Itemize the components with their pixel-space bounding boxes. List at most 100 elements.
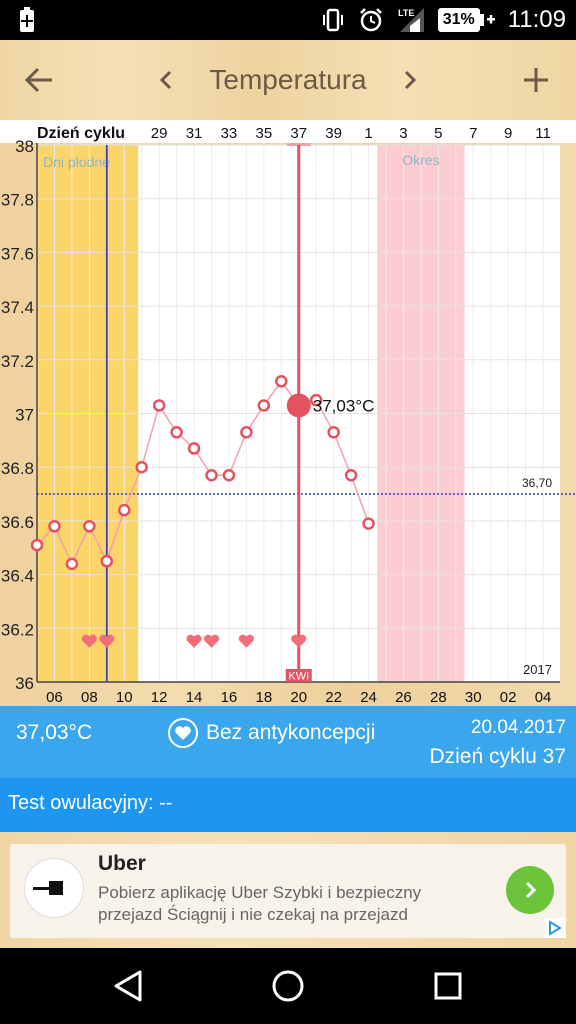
page-title: Temperatura: [209, 64, 367, 95]
fertile-window-label: Dni płodne: [43, 154, 110, 170]
temperature-point: [65, 557, 79, 571]
temperature-point: [170, 426, 183, 439]
nav-home-icon: [272, 970, 304, 1002]
period-label: Okres: [402, 152, 439, 168]
cycle-tick-label: 29: [151, 125, 168, 142]
temperature-chart[interactable]: 36 36.2 36.4 36.6 36.8 37 37.2 37.4 37.6 37.8 38 Dn…: [0, 120, 576, 706]
ad-area: Uber Pobierz aplikację Uber Szybki i bez…: [0, 832, 576, 948]
temperature-point: [100, 554, 114, 568]
y-tick-label: 37.6: [1, 244, 34, 263]
x-tick-label: 20: [290, 689, 307, 706]
contraception-status[interactable]: Bez antykoncepcji: [168, 716, 375, 750]
temperature-point: [187, 442, 201, 455]
temperature-chart-svg[interactable]: 3636.236.436.636.83737.237.437.637.838Dn…: [0, 120, 576, 706]
nav-home-button[interactable]: [248, 948, 328, 1024]
temperature-point: [205, 469, 218, 482]
cycle-tick-label: 9: [504, 125, 512, 142]
network-label: LTE: [398, 8, 414, 18]
cycle-tick-label: 33: [221, 125, 238, 142]
arrow-left-icon: [24, 67, 52, 93]
x-tick-label: 24: [360, 689, 377, 706]
system-nav-bar: [0, 948, 576, 1024]
app-header: Temperatura: [0, 40, 576, 120]
x-tick-label: 18: [256, 689, 273, 706]
cycle-tick-label: 7: [469, 125, 477, 142]
y-tick-label: 37.8: [1, 191, 34, 210]
heart-marker: [99, 634, 115, 648]
selected-temperature-label: 37,03°C: [313, 396, 375, 415]
x-tick-label: 30: [465, 689, 482, 706]
temperature-point: [257, 399, 271, 412]
ad-description: Pobierz aplikację Uber Szybki i bezpiecz…: [98, 883, 422, 924]
y-tick-label: 37.4: [1, 298, 34, 317]
nav-recent-icon: [434, 972, 462, 1000]
cycle-row-label: Dzień cyklu: [37, 125, 125, 142]
chevron-left-icon: [159, 70, 172, 90]
y-tick-label: 36: [15, 674, 34, 693]
nav-back-icon: [114, 970, 142, 1002]
cycle-tick-label: 31: [186, 125, 203, 142]
y-tick-label: 36.6: [1, 513, 34, 532]
heart-marker: [81, 634, 97, 648]
selected-date: 20.04.2017: [470, 717, 566, 738]
chevron-right-icon: [404, 70, 417, 90]
cycle-tick-label: 3: [399, 125, 407, 142]
status-bar: LTE 31% 11:09: [0, 0, 576, 40]
ad-title: Uber: [98, 852, 146, 875]
nav-recent-button[interactable]: [408, 948, 488, 1024]
heart-marker: [291, 634, 307, 648]
heart-marker: [238, 634, 254, 648]
heart-marker: [186, 634, 202, 648]
temperature-point: [344, 469, 358, 482]
ad-open-button[interactable]: [506, 866, 554, 914]
previous-button[interactable]: [148, 40, 184, 120]
cycle-tick-label: 39: [325, 125, 342, 142]
x-tick-label: 06: [46, 689, 63, 706]
temperature-point: [30, 538, 44, 552]
x-tick-label: 02: [500, 689, 517, 706]
temperature-point: [309, 393, 323, 407]
year-label: 2017: [523, 662, 552, 677]
x-tick-label: 22: [325, 689, 342, 706]
selected-temperature: 37,03°C: [16, 721, 93, 744]
temperature-point: [48, 520, 61, 533]
temperature-point: [240, 426, 253, 439]
x-tick-label: 08: [81, 689, 98, 706]
ad-choices-icon[interactable]: [544, 918, 566, 938]
battery-icon: 31%: [437, 8, 496, 32]
x-tick-label: 16: [221, 689, 238, 706]
y-tick-label: 37: [15, 406, 34, 425]
vibrate-icon: [322, 8, 343, 32]
battery-percent: 31%: [442, 11, 475, 28]
y-tick-label: 36.2: [1, 620, 34, 639]
temperature-point: [152, 399, 166, 412]
coverline-label: 36,70: [522, 476, 552, 490]
lte-signal-icon: LTE: [398, 8, 424, 32]
selected-temperature-point: [286, 393, 311, 418]
x-tick-label: 14: [186, 689, 203, 706]
cycle-tick-label: 1: [364, 125, 372, 142]
temperature-point: [222, 469, 236, 482]
nav-back-button[interactable]: [88, 948, 168, 1024]
ad-card[interactable]: Uber Pobierz aplikację Uber Szybki i bez…: [10, 844, 566, 938]
x-tick-label: 28: [430, 689, 447, 706]
ovulation-test-bar[interactable]: Test owulacyjny: --: [0, 778, 576, 832]
today-top-marker: [286, 143, 311, 146]
info-bar[interactable]: 37,03°C Bez antykoncepcji 20.04.2017 Dzi…: [0, 706, 576, 778]
cycle-row-background: [0, 120, 576, 143]
today-tag-label: KWI: [288, 671, 309, 683]
x-tick-label: 04: [535, 689, 552, 706]
add-button[interactable]: [508, 40, 564, 120]
y-tick-label: 36.8: [1, 459, 34, 478]
temperature-point: [362, 517, 375, 530]
x-tick-label: 26: [395, 689, 412, 706]
back-button[interactable]: [12, 40, 68, 120]
contraception-label: Bez antykoncepcji: [206, 721, 376, 744]
temperature-point: [118, 503, 131, 517]
next-button[interactable]: [392, 40, 428, 120]
temperature-point: [135, 460, 148, 474]
today-tag: [285, 669, 312, 682]
y-tick-label: 37.2: [1, 352, 34, 371]
x-tick-label: 12: [151, 689, 168, 706]
heart-icon: [168, 718, 198, 748]
